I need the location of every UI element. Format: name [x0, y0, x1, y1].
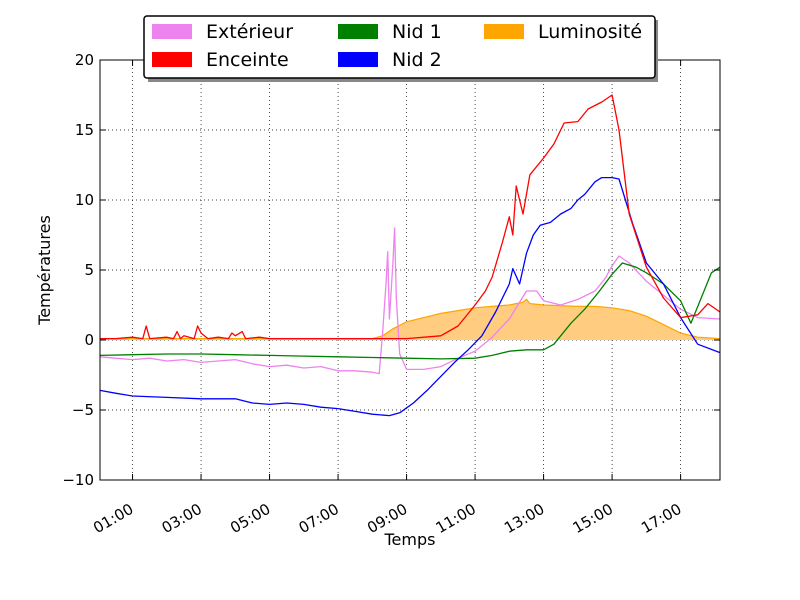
legend-items: Extérieur Enceinte Nid 1 Nid 2 Luminosité [152, 21, 642, 71]
y-tick-label: 15 [75, 121, 94, 139]
series-line-enceinte [100, 94, 721, 340]
legend-label-exterieur: Extérieur [206, 21, 293, 43]
x-axis-label: Temps [384, 530, 436, 549]
legend-swatch-nid-1 [338, 24, 378, 39]
legend-label-nid-1: Nid 1 [392, 21, 442, 43]
x-tick-label: 13:00 [501, 500, 547, 537]
x-tick-label: 17:00 [638, 500, 684, 537]
series-layer [99, 94, 721, 417]
x-tick-label: 11:00 [433, 500, 479, 537]
y-tick-label: 0 [84, 331, 94, 349]
legend-swatch-luminosite [484, 24, 524, 39]
y-axis-label: Températures [35, 215, 54, 326]
legend-swatch-nid-2 [338, 52, 378, 67]
legend-label-nid-2: Nid 2 [392, 49, 442, 71]
y-tick-label: −5 [72, 401, 94, 419]
x-tick-label: 07:00 [296, 500, 342, 537]
x-tick-label: 03:00 [159, 500, 205, 537]
x-tick-label: 05:00 [227, 500, 273, 537]
y-tick-label: 10 [75, 191, 94, 209]
y-tick-label: −10 [62, 471, 94, 489]
series-line-luminosite [100, 298, 721, 340]
legend-box [143, 15, 656, 79]
y-tick-labels: −10 −5 0 5 10 15 20 [62, 51, 94, 489]
legend-label-enceinte: Enceinte [206, 49, 289, 71]
y-tick-label: 20 [75, 51, 94, 69]
y-tick-label: 5 [84, 261, 94, 279]
x-tick-label: 15:00 [570, 500, 616, 537]
legend: Extérieur Enceinte Nid 1 Nid 2 Luminosité [143, 15, 658, 82]
x-tick-label: 01:00 [90, 500, 136, 537]
series-line-exterieur [99, 227, 721, 375]
series-line-nid-2 [99, 176, 721, 417]
legend-swatch-enceinte [152, 52, 192, 67]
legend-label-luminosite: Luminosité [538, 21, 642, 43]
legend-swatch-exterieur [152, 24, 192, 39]
